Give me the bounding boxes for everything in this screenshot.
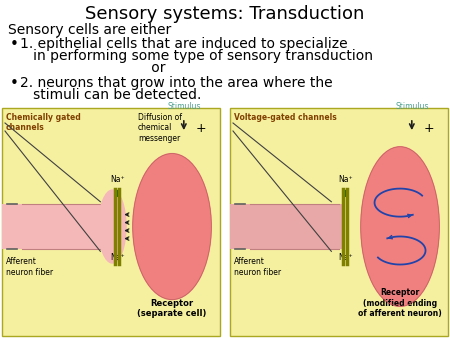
Text: Receptor
(modified ending
of afferent neuron): Receptor (modified ending of afferent ne… [358,288,442,318]
Text: or: or [20,61,166,75]
Text: Na⁺: Na⁺ [338,175,353,184]
Ellipse shape [133,153,212,299]
Bar [2,108,220,336]
Text: stimuli can be detected.: stimuli can be detected. [20,88,202,102]
Text: 1. epithelial cells that are induced to specialize: 1. epithelial cells that are induced to … [20,37,347,51]
Text: 2. neurons that grow into the area where the: 2. neurons that grow into the area where… [20,76,333,90]
Text: in performing some type of sensory transduction: in performing some type of sensory trans… [20,49,373,63]
Text: Diffusion of
chemical
messenger: Diffusion of chemical messenger [138,113,182,143]
Text: Sensory cells are either: Sensory cells are either [8,23,171,37]
Text: Afferent
neuron fiber: Afferent neuron fiber [234,257,281,277]
Text: Receptor
(separate cell): Receptor (separate cell) [137,298,207,318]
Text: Na⁺: Na⁺ [110,175,125,184]
Text: +: + [424,121,434,135]
Bar [2,204,115,249]
Text: Na⁺: Na⁺ [110,254,125,262]
Text: Sensory systems: Transduction: Sensory systems: Transduction [86,5,365,23]
Text: Stimulus: Stimulus [167,102,201,111]
Bar [230,204,343,249]
Bar [230,108,448,336]
Text: •: • [10,76,19,91]
Ellipse shape [99,190,126,263]
Text: Voltage-gated channels: Voltage-gated channels [234,113,337,122]
Text: Na⁺: Na⁺ [338,254,353,262]
Text: Chemically gated
channels: Chemically gated channels [6,113,81,132]
Text: +: + [196,121,207,135]
Text: •: • [10,37,19,52]
Text: Afferent
neuron fiber: Afferent neuron fiber [6,257,53,277]
Text: Stimulus: Stimulus [395,102,428,111]
Ellipse shape [361,147,439,306]
